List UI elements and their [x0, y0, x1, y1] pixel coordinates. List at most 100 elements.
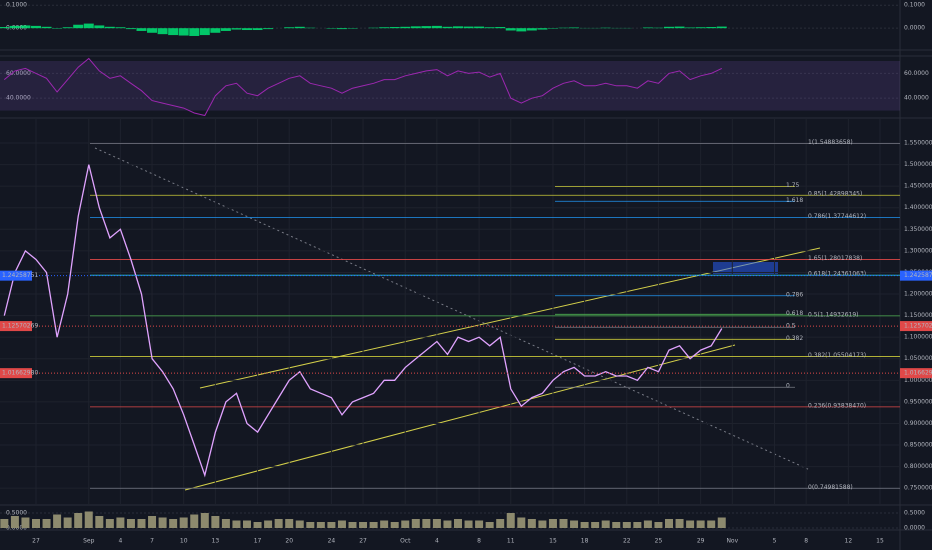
volume-bar [675, 519, 684, 528]
macd-bar [664, 26, 674, 29]
volume-bar [380, 520, 389, 528]
macd-bar [706, 27, 717, 29]
volume-bar [348, 522, 357, 528]
macd-bar [0, 27, 10, 29]
price-tag [900, 368, 932, 379]
macd-bar [516, 28, 527, 32]
y-tick-label-left: 60.0000 [6, 70, 31, 77]
x-tick-label: 20 [285, 538, 293, 545]
fib-short-label: 0.618 [786, 310, 803, 317]
price-tag-label: 1.01662980 [2, 370, 38, 377]
volume-bar [643, 520, 652, 528]
volume-bar [369, 522, 378, 528]
macd-bar [168, 28, 179, 36]
volume-bar [21, 517, 30, 528]
macd-bar [569, 27, 580, 29]
fib-short-label: 0.382 [786, 335, 803, 342]
price-tag [900, 321, 932, 332]
y-tick-label-left: 0.5000 [6, 510, 27, 517]
volume-bar [432, 519, 441, 528]
macd-bar [379, 27, 390, 29]
macd-bar [716, 26, 727, 29]
volume-bar [633, 522, 642, 528]
macd-bar [83, 23, 94, 29]
macd-bar [136, 28, 147, 31]
x-tick-label: 8 [804, 538, 808, 545]
volume-bar [306, 522, 315, 528]
volume-bar [454, 519, 462, 528]
volume-bar [74, 513, 83, 528]
x-tick-label: 4 [435, 538, 439, 545]
y-tick-label: 1.50000000 [904, 161, 932, 168]
macd-bar [157, 28, 168, 35]
fib-label: 0.618(1.24361063) [808, 271, 866, 278]
y-tick-label: 1.15000000 [904, 312, 932, 319]
volume-bar [126, 519, 135, 528]
y-tick-label: 0.80000000 [904, 463, 932, 470]
y-tick-label: 40.0000 [904, 95, 929, 102]
macd-bar [336, 28, 347, 30]
macd-bar [104, 26, 115, 29]
volume-bar [411, 519, 420, 528]
macd-bar [284, 27, 295, 29]
volume-bar [105, 519, 114, 528]
macd-bar [526, 28, 537, 31]
macd-bar [674, 26, 685, 29]
volume-bar [506, 513, 515, 528]
macd-bar [20, 25, 31, 29]
volume-bar [0, 519, 9, 528]
fib-short-label: 1.618 [786, 197, 803, 204]
x-tick-label: Nov [726, 538, 738, 545]
macd-bar [505, 28, 516, 31]
macd-bar [125, 28, 136, 30]
volume-bar [190, 514, 199, 528]
volume-bar [612, 522, 621, 528]
volume-bar [538, 520, 547, 528]
volume-bar [475, 520, 484, 528]
price-tag [900, 270, 932, 281]
rsi-line [3, 57, 723, 117]
volume-bar [548, 519, 557, 528]
volume-bar [401, 520, 410, 528]
y-tick-label: 0.85000000 [904, 442, 932, 449]
macd-bar [263, 28, 274, 30]
fib-label: 1(1.54883658) [808, 139, 853, 146]
volume-bar [337, 520, 346, 528]
y-tick-label: 1.30000000 [904, 247, 932, 254]
x-tick-label: 22 [623, 538, 631, 545]
macd-bar [453, 26, 463, 29]
trendlines [94, 147, 821, 491]
macd-bar [147, 28, 158, 33]
macd-bar [9, 25, 20, 29]
macd-bar [442, 26, 453, 29]
y-tick-label: 0.0000 [904, 25, 925, 32]
x-tick-label: 24 [328, 538, 336, 545]
volume-bar [42, 519, 51, 528]
volume-bar [221, 519, 230, 528]
macd-bar [389, 27, 400, 29]
y-tick-label: 60.0000 [904, 70, 929, 77]
volume-bar [654, 522, 663, 528]
x-tick-label: Sep [83, 538, 95, 545]
volume-bar [243, 520, 251, 528]
volume-bar [580, 522, 589, 528]
fib-label: 0.236(0.93838470) [808, 402, 866, 409]
price-tag-label: 1.12570269 [904, 323, 932, 330]
macd-bar [242, 28, 252, 31]
macd-bar [210, 28, 221, 33]
x-tick-label: 17 [254, 538, 262, 545]
x-tick-label: 27 [359, 538, 367, 545]
x-tick-label: 13 [212, 538, 220, 545]
macd-bar [495, 27, 506, 29]
volume-bar [717, 517, 726, 528]
volume-bar [148, 516, 157, 528]
volume-bar [464, 520, 473, 528]
y-tick-label: 1.10000000 [904, 334, 932, 341]
price-tag [0, 321, 32, 332]
volume-bar [559, 519, 568, 528]
x-tick-label: 8 [477, 538, 481, 545]
volume-bar [443, 520, 452, 528]
fib-short-label: 0.786 [786, 291, 803, 298]
fib-label: 1.65(1.28017838) [808, 255, 862, 262]
